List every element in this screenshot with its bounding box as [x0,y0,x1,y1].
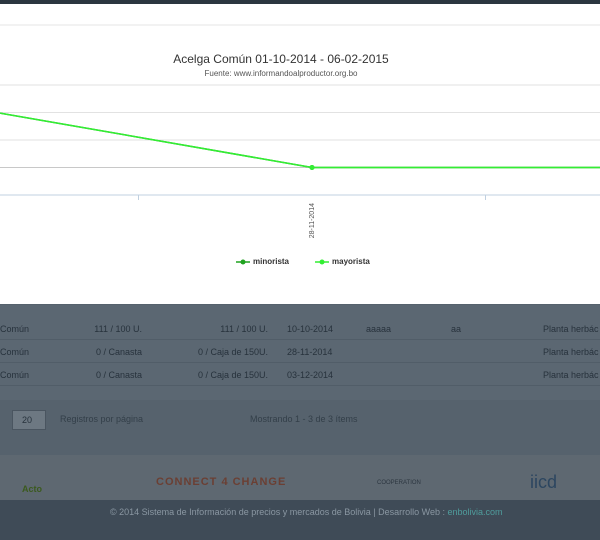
table-cell: Planta herbác [543,324,599,334]
chart-subtitle: Fuente: www.informandoalproductor.org.bo [205,69,359,78]
table-cell: 10-10-2014 [287,324,334,334]
table-cell: aaaaa [366,324,392,334]
modal: Acelga Común 01-10-2014 - 06-02-2015 Fue… [0,4,600,304]
table-cell: Común [0,370,30,380]
row-divider [0,385,600,386]
footer-text: © 2014 Sistema de Información de precios… [110,507,445,517]
series-line [0,112,600,169]
table-cell: Común [0,324,30,334]
logo-band [0,455,600,500]
table-cell: 0 / Canasta [95,370,142,380]
table-cell: 28-11-2014 [287,347,333,357]
table-cell: 0 / Canasta [95,347,142,357]
footer [0,500,600,540]
x-tick-label: 28-11-2014 [309,203,316,238]
table-cell: Planta herbác [543,370,599,380]
legend-marker [240,259,246,265]
footer-text: © 2014 Sistema de Información de precios… [110,507,503,517]
logo: CONNECT 4 CHANGE [156,476,287,488]
table-cell: 0 / Caja de 150U. [197,370,268,380]
logo: iicd [530,472,558,492]
row-divider [0,339,600,340]
table-cell: 0 / Caja de 150U. [197,347,268,357]
logo: COOPERATION [377,480,421,486]
page-size: 20 [22,415,33,425]
top-bar [0,0,600,4]
legend-marker [319,259,325,265]
table-cell: 111 / 100 U. [94,324,142,334]
row-divider [0,362,600,363]
page-size-box[interactable]: 20 [12,410,46,430]
table-area [0,305,600,400]
table-cell: Común [0,347,30,357]
series-line [0,112,600,169]
legend-label: mayorista [332,257,370,266]
table-cell: 03-12-2014 [287,370,334,380]
page-summary: Mostrando 1 - 3 de 3 ítems [250,414,358,424]
table-cell: Planta herbác [543,347,599,357]
page-size-label: Registros por página [60,414,144,424]
legend-label: minorista [253,257,290,266]
data-point [309,165,315,170]
logo: Acto [22,484,42,494]
chart: Acelga Común 01-10-2014 - 06-02-2015 Fue… [0,24,600,266]
footer-link[interactable]: enbolivia.com [447,507,503,517]
chart-title: Acelga Común 01-10-2014 - 06-02-2015 [173,52,389,66]
table-cell: 111 / 100 U. [220,324,268,334]
table-cell: aa [451,324,462,334]
